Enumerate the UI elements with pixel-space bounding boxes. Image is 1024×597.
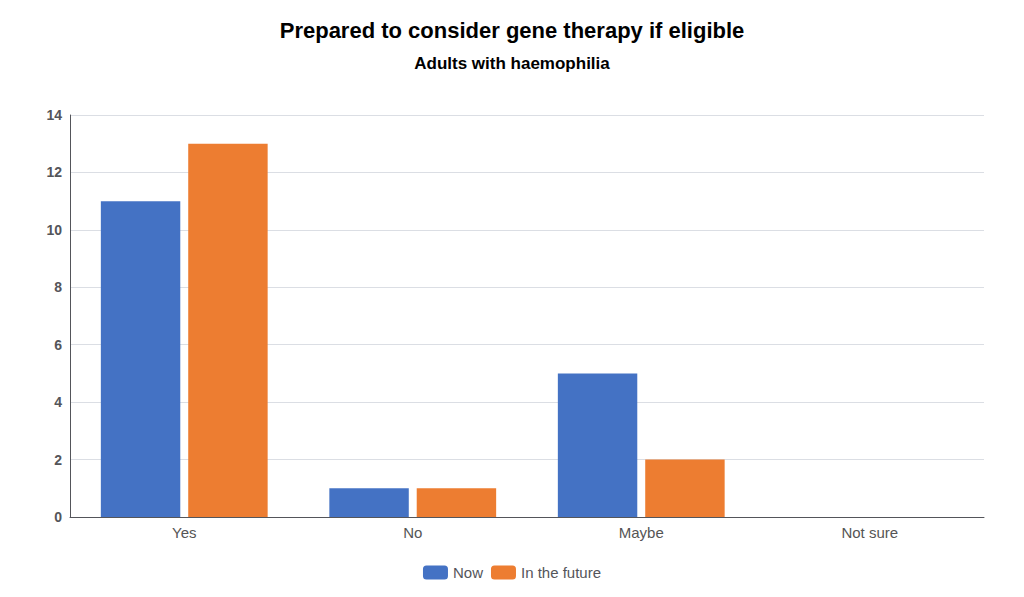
- svg-text:14: 14: [46, 107, 62, 123]
- svg-text:6: 6: [54, 337, 62, 353]
- svg-text:0: 0: [54, 509, 62, 525]
- svg-text:4: 4: [54, 394, 62, 410]
- svg-text:Yes: Yes: [172, 524, 196, 541]
- svg-text:Maybe: Maybe: [619, 524, 664, 541]
- svg-text:Prepared to consider gene ther: Prepared to consider gene therapy if eli…: [280, 18, 745, 43]
- svg-text:Adults with haemophilia: Adults with haemophilia: [414, 54, 610, 73]
- svg-text:2: 2: [54, 452, 62, 468]
- svg-text:8: 8: [54, 279, 62, 295]
- svg-text:12: 12: [46, 164, 62, 180]
- svg-text:Now: Now: [453, 564, 483, 581]
- svg-text:10: 10: [46, 222, 62, 238]
- svg-text:Not sure: Not sure: [841, 524, 898, 541]
- svg-text:In the future: In the future: [521, 564, 601, 581]
- svg-text:No: No: [403, 524, 422, 541]
